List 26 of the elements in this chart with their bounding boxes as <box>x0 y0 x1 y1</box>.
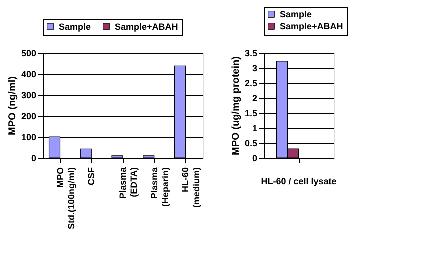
y-tick-label: 300 <box>21 90 36 100</box>
y-tick-label: 0 <box>252 154 258 164</box>
y-tick-label: 3.5 <box>244 48 258 58</box>
x-tick-label: HL-60 / cell lysate <box>261 176 337 186</box>
legend-label: Sample <box>59 22 92 32</box>
y-tick-label: 1 <box>252 124 258 134</box>
y-tick-label: 100 <box>21 132 36 142</box>
y-tick-label: 0.5 <box>244 138 258 148</box>
y-tick-label: 2.5 <box>244 78 258 88</box>
legend-label: Sample <box>280 10 312 20</box>
y-axis-title: MPO (ug/mg protein) <box>230 56 242 156</box>
y-tick-label: 400 <box>21 70 36 80</box>
x-tick-label: Plasma (EDTA) <box>118 166 139 200</box>
y-tick-label: 3 <box>252 64 258 74</box>
x-tick-label: Plasma (Heparin) <box>149 166 170 208</box>
y-tick-label: 0 <box>31 154 36 164</box>
y-tick-label: 200 <box>21 112 36 122</box>
y-tick-label: 500 <box>21 48 36 58</box>
legend-label: Sample+ABAH <box>115 22 178 32</box>
y-tick-label: 1.5 <box>244 108 258 118</box>
x-tick-label: HL-60 (medium) <box>180 167 202 208</box>
x-tick-label: MPO Std.(100ng/ml) <box>55 168 76 230</box>
x-tick-label: CSF <box>86 167 97 186</box>
y-axis-title: MPO (ng/ml) <box>7 76 18 136</box>
y-tick-label: 2 <box>252 94 258 104</box>
legend-label: Sample+ABAH <box>280 22 344 32</box>
